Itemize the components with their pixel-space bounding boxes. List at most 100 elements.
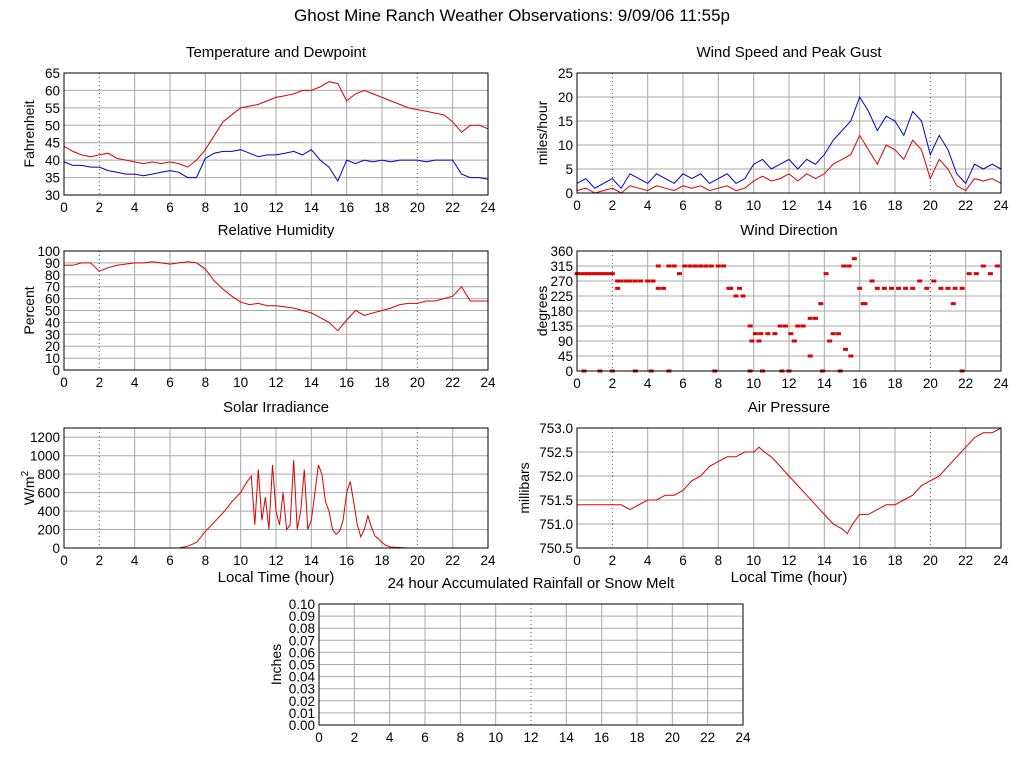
plot-frame [63,72,489,196]
data-point [827,339,833,343]
x-tick-label: 24 [480,200,496,215]
x-tick-label: 22 [445,375,460,390]
series-line-2 [63,149,489,183]
x-tick-label: 6 [679,553,687,568]
data-point [987,272,993,276]
y-axis-label: Percent [21,286,37,334]
x-tick-label: 20 [923,376,938,391]
series-line-1 [64,261,488,332]
x-tick-label: 24 [480,375,496,390]
y-tick-label: 752.0 [539,469,573,484]
x-tick-label: 4 [131,375,139,390]
chart-title: Temperature and Dewpoint [186,44,367,61]
data-point [676,272,682,276]
data-point [733,294,739,298]
data-point [606,272,612,276]
y-axis-label-main: W/m [21,476,37,505]
data-point [818,302,824,306]
data-point [952,286,958,290]
y-tick-label: 0.10 [289,597,315,612]
data-point [807,354,813,358]
x-tick-label: 2 [96,200,104,215]
x-tick-label: 4 [131,200,139,215]
x-tick-label: 6 [679,376,687,391]
y-tick-label: 600 [37,486,60,501]
x-tick-label: 22 [958,553,973,568]
data-point [938,286,944,290]
x-tick-label: 16 [594,730,609,745]
data-point [682,264,688,268]
x-tick-label: 2 [96,553,104,568]
x-tick-label: 6 [166,200,174,215]
x-tick-label: 4 [386,730,394,745]
x-tick-label: 6 [166,375,174,390]
y-tick-label: 0.00 [289,718,315,733]
chart-temp: Temperature and Dewpoint3035404550556065… [21,44,496,215]
y-tick-label: 315 [550,259,573,274]
x-tick-label: 18 [887,553,902,568]
y-tick-label: 40 [45,153,60,168]
x-tick-label: 12 [781,198,796,213]
y-tick-label: 25 [558,66,573,81]
x-tick-label: 4 [644,553,652,568]
y-tick-label: 0.07 [289,633,315,648]
chart-title: Wind Speed and Peak Gust [696,44,882,61]
x-tick-label: 22 [445,553,460,568]
chart-rain: 24 hour Accumulated Rainfall or Snow Mel… [268,575,751,745]
y-tick-label: 55 [45,101,60,116]
plot-frame [63,250,489,371]
data-point [777,324,783,328]
data-point [632,279,638,283]
y-tick-label: 60 [45,83,60,98]
data-point [765,332,771,336]
x-tick-label: 0 [60,553,68,568]
x-tick-label: 16 [339,200,354,215]
plot-frame [576,250,1002,372]
data-point [581,272,587,276]
plot-frame [576,427,1002,549]
data-point [903,286,909,290]
chart-title: 24 hour Accumulated Rainfall or Snow Mel… [388,575,676,592]
data-point [623,279,629,283]
chart-title: Relative Humidity [218,222,335,239]
data-point [737,286,743,290]
data-point [671,264,677,268]
data-point [843,347,849,351]
y-tick-label: 80 [45,268,60,283]
chart-title: Wind Direction [740,222,838,239]
y-tick-label: 30 [45,188,60,203]
x-tick-label: 18 [887,198,902,213]
x-tick-label: 20 [410,375,425,390]
x-tick-label: 4 [131,553,139,568]
data-point [726,286,732,290]
data-point [615,286,621,290]
y-tick-label: 15 [558,114,573,129]
y-tick-label: 753.0 [539,421,573,436]
data-point [692,264,698,268]
data-point [638,279,644,283]
series-line-1 [577,427,1002,535]
x-tick-label: 24 [480,553,496,568]
chart-title: Solar Irradiance [223,399,329,416]
y-tick-label: 800 [37,467,60,482]
data-point [782,324,788,328]
data-point [973,272,979,276]
y-axis-label: degrees [534,286,550,337]
plot-frame [576,72,1002,194]
x-tick-label: 22 [445,200,460,215]
data-point [609,272,615,276]
x-tick-label: 16 [852,198,867,213]
y-tick-label: 50 [45,118,60,133]
data-point [627,279,633,283]
x-tick-label: 8 [715,553,723,568]
y-axis-label-sup: 2 [20,470,31,476]
y-tick-label: 50 [45,304,60,319]
x-tick-label: 8 [715,376,723,391]
data-point [917,279,923,283]
x-tick-label: 20 [410,200,425,215]
data-point [945,286,951,290]
data-point [860,302,866,306]
y-axis-label: millibars [516,462,532,513]
